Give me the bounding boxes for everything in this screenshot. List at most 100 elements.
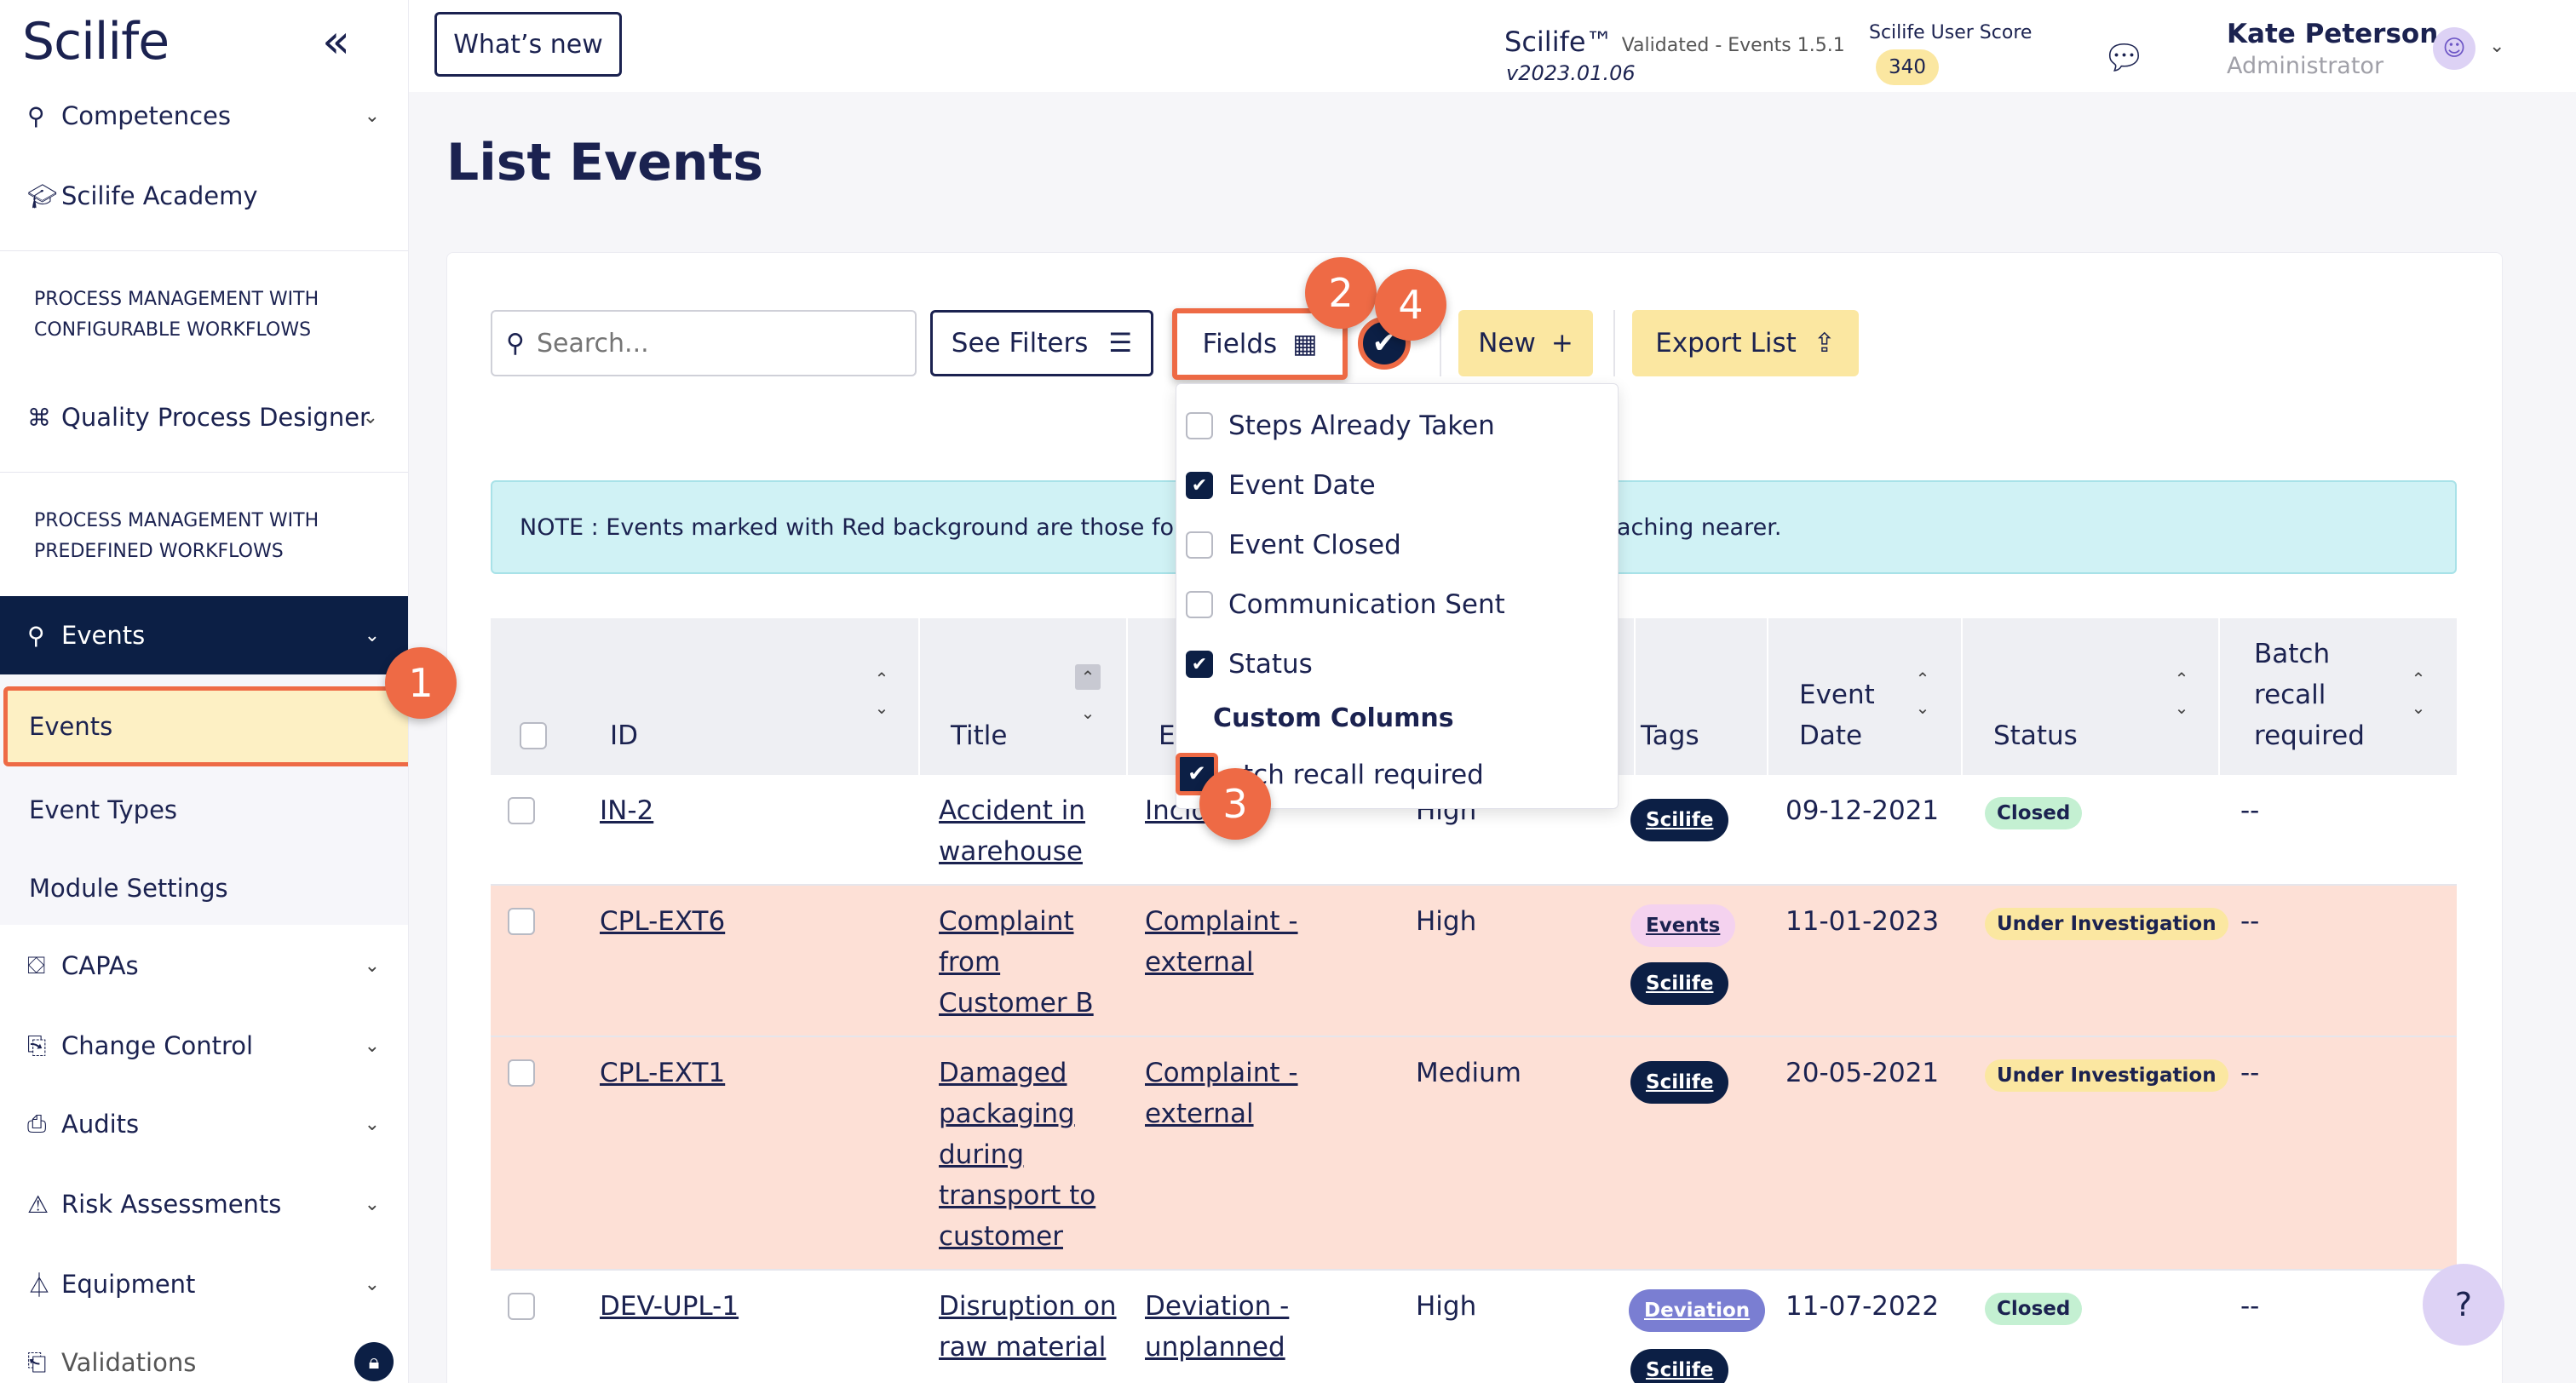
- fields-dropdown: [1176, 383, 1619, 809]
- field-option-event-closed[interactable]: Event Closed: [1186, 530, 1401, 560]
- event-date: 11-01-2023: [1785, 906, 1940, 937]
- event-title-link[interactable]: Accident in warehouse: [939, 795, 1086, 867]
- sidebar-subitem-module-settings[interactable]: Module Settings: [0, 862, 408, 915]
- step-marker-3: 3: [1199, 768, 1271, 840]
- help-icon[interactable]: ?: [2423, 1264, 2504, 1346]
- sidebar-subitem-label: Events: [29, 712, 113, 741]
- page-title: List Events: [446, 133, 763, 192]
- field-option-communication-sent[interactable]: Communication Sent: [1186, 589, 1505, 620]
- column-header-id[interactable]: ID: [581, 618, 920, 775]
- event-type-link[interactable]: Deviation - unplanned: [1145, 1291, 1290, 1363]
- status-badge: Closed: [1985, 1293, 2083, 1325]
- section-heading: PROCESS MANAGEMENT WITH CONFIGURABLE WOR…: [34, 289, 319, 341]
- field-option-label: Status: [1228, 649, 1313, 680]
- sort-icon[interactable]: ⌃ ⌄: [2174, 669, 2189, 718]
- checkbox-checked[interactable]: ✔: [1186, 651, 1213, 678]
- fields-button[interactable]: Fields ▦: [1172, 308, 1348, 380]
- sort-desc-icon[interactable]: ⌄: [1080, 703, 1095, 723]
- avatar[interactable]: ☺: [2433, 27, 2475, 70]
- sidebar-item-equipment[interactable]: ⏃ Equipment ⌄: [0, 1262, 408, 1306]
- sidebar-item-events[interactable]: ⚲ Events ⌄: [0, 596, 408, 674]
- search-field[interactable]: ⚲: [491, 310, 917, 376]
- sidebar-subitem-event-types[interactable]: Event Types: [0, 783, 408, 836]
- column-header-type[interactable]: E: [1130, 618, 1636, 775]
- field-option-status[interactable]: ✔ Status: [1186, 649, 1313, 680]
- audits-icon: ⎙: [27, 1110, 47, 1138]
- event-id-link[interactable]: CPL-EXT1: [600, 1058, 726, 1088]
- event-id-link[interactable]: IN-2: [600, 795, 654, 826]
- checkbox-checked[interactable]: ✔: [1186, 472, 1213, 499]
- note-text-end: aching nearer.: [1617, 514, 1782, 541]
- event-title-link[interactable]: Disruption on raw material: [939, 1291, 1117, 1363]
- fields-label: Fields: [1202, 329, 1278, 359]
- export-list-button[interactable]: Export List ⇪: [1632, 310, 1859, 376]
- whats-new-button[interactable]: What’s new: [434, 12, 622, 77]
- event-title-link[interactable]: Complaint from Customer B: [939, 906, 1094, 1019]
- sort-icon[interactable]: ⌃ ⌄: [2411, 669, 2426, 718]
- field-option-steps-taken[interactable]: Steps Already Taken: [1186, 410, 1495, 441]
- row-checkbox[interactable]: [508, 908, 535, 935]
- sort-icon[interactable]: ⌃ ⌄: [1915, 669, 1930, 718]
- column-header-tags[interactable]: Tags: [1619, 618, 1768, 775]
- sidebar-item-academy[interactable]: 🎓︎ Scilife Academy: [0, 174, 408, 218]
- see-filters-button[interactable]: See Filters ☰: [930, 310, 1153, 376]
- column-header-batch-recall[interactable]: Batch recall required: [2222, 618, 2457, 775]
- checkbox[interactable]: [1186, 412, 1213, 439]
- tag-badge[interactable]: Scilife: [1630, 799, 1729, 841]
- collapse-sidebar-icon[interactable]: «: [322, 14, 351, 68]
- tag-badge[interactable]: Events: [1630, 904, 1736, 947]
- tag-badge[interactable]: Scilife: [1630, 1349, 1729, 1383]
- column-header-title[interactable]: Title: [922, 618, 1128, 775]
- chevron-down-icon[interactable]: ⌄: [2489, 36, 2505, 57]
- event-priority: High: [1416, 1291, 1477, 1322]
- search-icon: ⚲: [506, 328, 525, 359]
- sidebar-item-process-designer[interactable]: ⌘ Quality Process Designer ⌄: [0, 395, 408, 439]
- sidebar-item-label: Change Control: [61, 1031, 254, 1060]
- sidebar-item-risk-assessments[interactable]: ⚠︎ Risk Assessments ⌄: [0, 1182, 408, 1226]
- column-header-status[interactable]: Status: [1964, 618, 2220, 775]
- event-title-link[interactable]: Damaged packaging during transport to cu…: [939, 1058, 1096, 1252]
- chevron-down-icon: ⌄: [364, 105, 380, 127]
- event-type-link[interactable]: Complaint - external: [1145, 906, 1298, 978]
- app-title: Scilife™: [1504, 26, 1613, 58]
- sidebar-item-validations[interactable]: ⎗ Validations: [0, 1340, 408, 1383]
- chevron-down-icon: ⌄: [364, 1273, 380, 1295]
- sort-asc-icon[interactable]: ⌃: [1075, 664, 1101, 690]
- user-name: Kate Peterson: [2227, 19, 2439, 49]
- note-text: NOTE : Events marked with Red background…: [520, 514, 1224, 541]
- status-badge: Closed: [1985, 797, 2083, 829]
- section-heading: PROCESS MANAGEMENT WITH PREDEFINED WORKF…: [34, 510, 319, 562]
- event-id-link[interactable]: DEV-UPL-1: [600, 1291, 739, 1322]
- tag-badge[interactable]: Scilife: [1630, 1061, 1729, 1104]
- sidebar-item-capas[interactable]: ⛋ CAPAs ⌄: [0, 944, 408, 988]
- row-checkbox[interactable]: [508, 797, 535, 824]
- chevron-down-icon: ⌄: [364, 1113, 380, 1135]
- checkbox[interactable]: [1186, 591, 1213, 618]
- toolbar-separator: [1440, 310, 1441, 376]
- field-option-event-date[interactable]: ✔ Event Date: [1186, 470, 1376, 501]
- sidebar-item-competences[interactable]: ⚲ Competences ⌄: [0, 94, 408, 138]
- select-all-checkbox[interactable]: [520, 722, 547, 749]
- tag-badge[interactable]: Scilife: [1630, 962, 1729, 1005]
- field-option-batch-recall[interactable]: atch recall required: [1227, 760, 1484, 790]
- event-priority: High: [1416, 906, 1477, 937]
- search-input[interactable]: [536, 328, 894, 359]
- event-type-link[interactable]: Complaint - external: [1145, 1058, 1298, 1129]
- column-header-label: Title: [951, 720, 1008, 751]
- event-id-link[interactable]: CPL-EXT6: [600, 906, 726, 937]
- row-checkbox[interactable]: [508, 1059, 535, 1087]
- sidebar-item-change-control[interactable]: ⎘ Change Control ⌄: [0, 1024, 408, 1068]
- chat-icon[interactable]: 💬︎: [2102, 38, 2146, 77]
- new-button[interactable]: New +: [1458, 310, 1593, 376]
- column-header-label: Tags: [1641, 720, 1699, 751]
- event-date: 20-05-2021: [1785, 1058, 1940, 1088]
- tag-badge[interactable]: Deviation: [1629, 1289, 1766, 1332]
- sidebar-subitem-events[interactable]: Events: [0, 695, 408, 758]
- sidebar-item-audits[interactable]: ⎙ Audits ⌄: [0, 1102, 408, 1146]
- column-header-event-date[interactable]: Event Date: [1770, 618, 1963, 775]
- app-validation: Validated - Events 1.5.1: [1621, 35, 1845, 56]
- row-checkbox[interactable]: [508, 1293, 535, 1320]
- chevron-down-icon: ⌄: [364, 624, 380, 646]
- checkbox[interactable]: [1186, 531, 1213, 559]
- sort-icon[interactable]: ⌃ ⌄: [874, 669, 889, 718]
